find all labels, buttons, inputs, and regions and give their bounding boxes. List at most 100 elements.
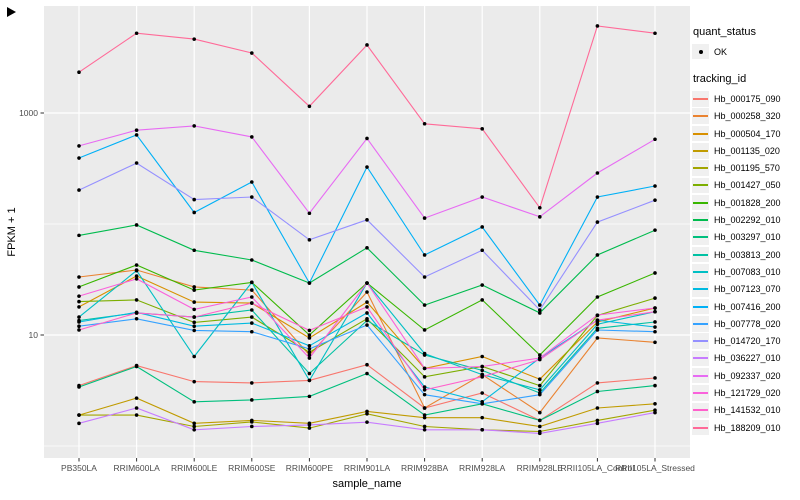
legend-color-line <box>693 322 708 325</box>
legend-item-label: Hb_000258_320 <box>714 111 781 122</box>
legend-key-box <box>692 402 709 419</box>
legend-key-box <box>692 246 709 263</box>
data-point <box>77 285 81 289</box>
legend-item-Hb_141532_010: Hb_141532_010 <box>692 402 798 419</box>
data-point <box>192 400 196 404</box>
data-point <box>192 315 196 319</box>
data-point <box>653 320 657 324</box>
data-point <box>134 263 139 267</box>
data-point <box>595 322 600 327</box>
data-point <box>250 301 254 305</box>
data-point <box>192 210 196 215</box>
legend-item-label: Hb_002292_010 <box>714 215 781 226</box>
data-point <box>134 133 139 137</box>
data-point <box>653 31 657 36</box>
legend-color-line <box>693 253 708 256</box>
data-point <box>595 171 600 175</box>
data-point <box>365 318 369 323</box>
data-point <box>595 313 600 317</box>
legend-item-label: Hb_007083_010 <box>714 266 781 277</box>
data-point <box>192 300 196 304</box>
legend-key-box <box>692 177 709 194</box>
legend-title-tracking-id: tracking_id <box>693 73 747 86</box>
legend-color-line <box>693 219 708 222</box>
legend-tracking-id: tracking_id Hb_000175_090 Hb_000258_320 Hb… <box>692 73 798 436</box>
data-point <box>422 406 427 410</box>
legend-color-line <box>693 426 708 429</box>
data-point <box>134 316 139 321</box>
data-point <box>653 401 657 406</box>
data-point <box>77 275 81 279</box>
data-point <box>595 295 600 299</box>
data-point <box>595 421 600 426</box>
legend-item-Hb_001427_050: Hb_001427_050 <box>692 177 798 194</box>
legend-key-box <box>692 298 709 315</box>
data-point <box>653 137 657 142</box>
black-point-icon <box>698 49 703 54</box>
legend-item-Hb_036227_010: Hb_036227_010 <box>692 350 798 367</box>
legend-item-label: Hb_007416_200 <box>714 301 781 312</box>
data-point <box>250 420 254 424</box>
data-point <box>365 311 369 315</box>
data-point <box>653 296 657 300</box>
legend-key-box <box>692 160 709 176</box>
legend-key-box <box>692 229 709 246</box>
data-point <box>595 418 600 423</box>
legend-item-Hb_188209_010: Hb_188209_010 <box>692 419 798 436</box>
legend-color-line <box>693 184 708 187</box>
data-point <box>480 364 485 369</box>
data-point <box>653 271 657 275</box>
legend-color-line <box>693 391 708 394</box>
legend-color-line <box>693 357 708 360</box>
data-point <box>538 357 542 362</box>
legend-color-line <box>693 409 708 412</box>
legend-item-Hb_007123_070: Hb_007123_070 <box>692 281 798 298</box>
data-point <box>365 136 369 141</box>
legend-quant-status: quant_status OK <box>692 26 798 60</box>
x-tick-label: RRIM928LA <box>459 463 506 473</box>
legend-color-line <box>693 201 708 204</box>
data-point <box>192 379 196 384</box>
legend-tracking-id-items: Hb_000175_090 Hb_000258_320 Hb_000504_170 H… <box>692 90 798 436</box>
legend-item-Hb_002292_010: Hb_002292_010 <box>692 211 798 228</box>
legend: quant_status OK tracking_id Hb_000175_09… <box>692 26 798 436</box>
data-point <box>538 311 542 315</box>
legend-key-box <box>692 350 709 367</box>
legend-item-Hb_003813_200: Hb_003813_200 <box>692 246 798 263</box>
data-point <box>653 198 657 202</box>
data-point <box>595 381 600 385</box>
data-point <box>422 351 427 356</box>
data-point <box>538 392 542 397</box>
data-point <box>653 184 657 188</box>
data-point <box>538 205 542 210</box>
legend-key-box <box>692 108 709 124</box>
data-point <box>595 389 600 394</box>
data-point <box>307 426 312 430</box>
data-point <box>307 104 312 109</box>
legend-key-box <box>692 281 709 297</box>
data-point <box>307 394 312 399</box>
data-point <box>595 328 600 332</box>
legend-item-Hb_007083_010: Hb_007083_010 <box>692 263 798 280</box>
legend-item-Hb_121729_020: Hb_121729_020 <box>692 384 798 401</box>
data-point <box>422 413 427 417</box>
data-point <box>365 323 369 327</box>
legend-item-Hb_007416_200: Hb_007416_200 <box>692 298 798 315</box>
legend-item-label: OK <box>714 46 728 57</box>
x-axis-title: sample_name <box>332 478 401 490</box>
legend-item-Hb_092337_020: Hb_092337_020 <box>692 367 798 384</box>
legend-item-label: Hb_000175_090 <box>714 93 781 104</box>
x-tick-label: RRIM928BA <box>401 463 449 473</box>
data-point <box>77 156 81 160</box>
x-tick-label: RRIM600LE <box>171 463 218 473</box>
y-tick-label: 10 <box>29 330 39 340</box>
data-point <box>192 124 196 128</box>
legend-key-box <box>692 43 709 60</box>
legend-key-box <box>692 125 709 142</box>
data-point <box>77 385 81 389</box>
data-point <box>365 43 369 47</box>
data-point <box>250 258 254 262</box>
data-point <box>134 161 139 165</box>
data-point <box>422 253 427 257</box>
data-point <box>480 298 485 302</box>
